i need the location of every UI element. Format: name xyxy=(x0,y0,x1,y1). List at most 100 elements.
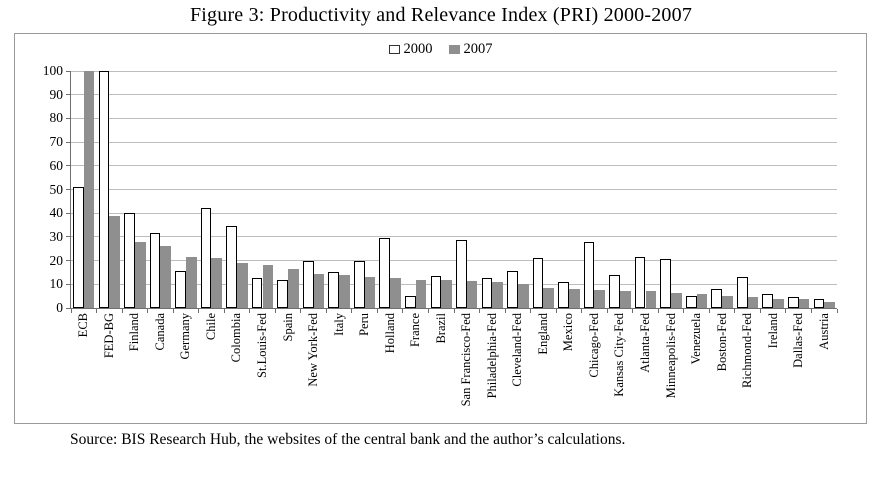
bar-brazil-2007 xyxy=(441,279,452,308)
x-tick-8 xyxy=(274,309,276,313)
x-tick-23 xyxy=(657,309,659,313)
gridline-40 xyxy=(71,212,837,214)
y-tick-100 xyxy=(66,70,71,72)
x-axis-label-kansas-city-fed: Kansas City-Fed xyxy=(612,313,627,397)
x-tick-1 xyxy=(96,309,98,313)
x-tick-14 xyxy=(427,309,429,313)
y-axis-label-100: 100 xyxy=(42,63,63,78)
bar-philadelphia-fed-2007 xyxy=(492,281,503,308)
bar-new-york-fed-2007 xyxy=(313,273,325,308)
x-tick-7 xyxy=(249,309,251,313)
legend-label: 2000 xyxy=(403,41,433,57)
x-axis xyxy=(70,308,837,309)
y-axis-label-10: 10 xyxy=(49,276,64,292)
y-tick-40 xyxy=(66,212,71,214)
x-axis-label-ecb: ECB xyxy=(76,313,91,338)
bar-boston-fed-2000 xyxy=(711,289,723,308)
bar-mexico-2007 xyxy=(568,289,580,308)
x-tick-10 xyxy=(325,309,327,313)
bar-france-2007 xyxy=(415,279,427,308)
x-tick-29 xyxy=(810,309,812,313)
bar-st-louis-fed-2000 xyxy=(251,278,263,308)
x-tick-3 xyxy=(147,309,149,313)
bar-holland-2000 xyxy=(379,238,391,308)
bar-dallas-fed-2007 xyxy=(798,298,810,308)
bar-spain-2007 xyxy=(288,268,299,308)
y-axis-label-40: 40 xyxy=(49,205,64,221)
bar-atlanta-fed-2000 xyxy=(634,257,646,308)
x-tick-2 xyxy=(121,309,123,313)
legend-item-2000: 2000 xyxy=(388,41,433,58)
bar-canada-2007 xyxy=(160,246,172,308)
y-axis-label-60: 60 xyxy=(49,157,64,173)
y-axis xyxy=(70,71,71,309)
y-tick-0 xyxy=(66,307,71,309)
bar-finland-2007 xyxy=(134,241,146,308)
legend-item-2007: 2007 xyxy=(448,41,493,58)
bar-new-york-fed-2000 xyxy=(302,260,314,308)
x-axis-label-san-francisco-fed: San Francisco-Fed xyxy=(459,313,474,407)
bar-san-francisco-fed-2007 xyxy=(466,280,478,308)
bar-minneapolis-fed-2000 xyxy=(660,259,672,308)
chart-area: 2000 2007 0 10 20 30 40 50 60 70 80 90 100 ECB FED-BG… xyxy=(14,33,867,424)
y-tick-70 xyxy=(66,141,71,143)
bar-germany-2007 xyxy=(185,257,197,308)
x-tick-28 xyxy=(785,309,787,313)
x-axis-label-st-louis-fed: St.Louis-Fed xyxy=(255,313,269,378)
x-tick-6 xyxy=(223,309,225,313)
legend-label: 2007 xyxy=(463,41,493,57)
y-axis-label-50: 50 xyxy=(49,181,64,197)
bar-austria-2000 xyxy=(813,298,825,308)
bar-ireland-2007 xyxy=(773,298,784,308)
bar-finland-2000 xyxy=(124,213,135,308)
x-axis-label-finland: Finland xyxy=(127,313,142,352)
bar-peru-2007 xyxy=(364,277,376,308)
bar-fed-bg-2007 xyxy=(109,215,120,308)
y-tick-90 xyxy=(66,94,71,96)
bar-canada-2000 xyxy=(149,233,161,308)
bar-venezuela-2000 xyxy=(685,296,697,308)
gridline-50 xyxy=(71,189,837,190)
bar-richmond-fed-2007 xyxy=(747,297,759,308)
x-axis-label-venezuela: Venezuela xyxy=(689,313,704,365)
gridline-70 xyxy=(71,141,837,143)
legend-swatch-icon-2000 xyxy=(388,45,400,54)
bar-ecb-2007 xyxy=(83,71,95,308)
x-axis-label-cleveland-fed: Cleveland-Fed xyxy=(510,313,525,387)
bar-england-2007 xyxy=(543,287,555,308)
gridline-20 xyxy=(71,260,837,262)
x-axis-label-chile: Chile xyxy=(203,313,218,341)
x-axis-label-ireland: Ireland xyxy=(765,313,780,349)
x-tick-13 xyxy=(402,309,404,313)
x-axis-label-dallas-fed: Dallas-Fed xyxy=(791,313,806,368)
y-axis-label-30: 30 xyxy=(49,228,64,244)
x-axis-label-new-york-fed: New York-Fed xyxy=(306,313,321,387)
x-axis-label-holland: Holland xyxy=(382,313,397,354)
bar-chile-2000 xyxy=(200,208,212,308)
bar-dallas-fed-2000 xyxy=(788,297,799,308)
x-axis-label-colombia: Colombia xyxy=(229,313,244,363)
bar-holland-2007 xyxy=(390,278,401,308)
x-axis-label-england: England xyxy=(535,313,550,355)
bar-austria-2007 xyxy=(824,302,835,308)
bar-chile-2007 xyxy=(211,258,223,308)
x-axis-label-philadelphia-fed: Philadelphia-Fed xyxy=(484,313,499,399)
bar-san-francisco-fed-2000 xyxy=(456,240,467,308)
x-tick-9 xyxy=(300,309,302,313)
x-tick-22 xyxy=(632,309,634,313)
y-tick-30 xyxy=(66,236,71,238)
gridline-90 xyxy=(71,94,837,96)
bar-st-louis-fed-2007 xyxy=(262,265,274,308)
y-tick-60 xyxy=(66,165,71,167)
x-axis-label-canada: Canada xyxy=(152,313,167,351)
bar-minneapolis-fed-2007 xyxy=(671,292,682,308)
y-axis-label-20: 20 xyxy=(49,252,64,268)
x-tick-19 xyxy=(555,309,557,313)
bar-italy-2007 xyxy=(339,274,350,308)
x-tick-15 xyxy=(453,309,455,313)
y-tick-80 xyxy=(66,117,71,119)
x-axis-label-france: France xyxy=(408,313,423,348)
bar-italy-2000 xyxy=(328,272,340,308)
figure-title: Figure 3: Productivity and Relevance Ind… xyxy=(189,4,693,26)
y-axis-label-0: 0 xyxy=(56,300,63,315)
